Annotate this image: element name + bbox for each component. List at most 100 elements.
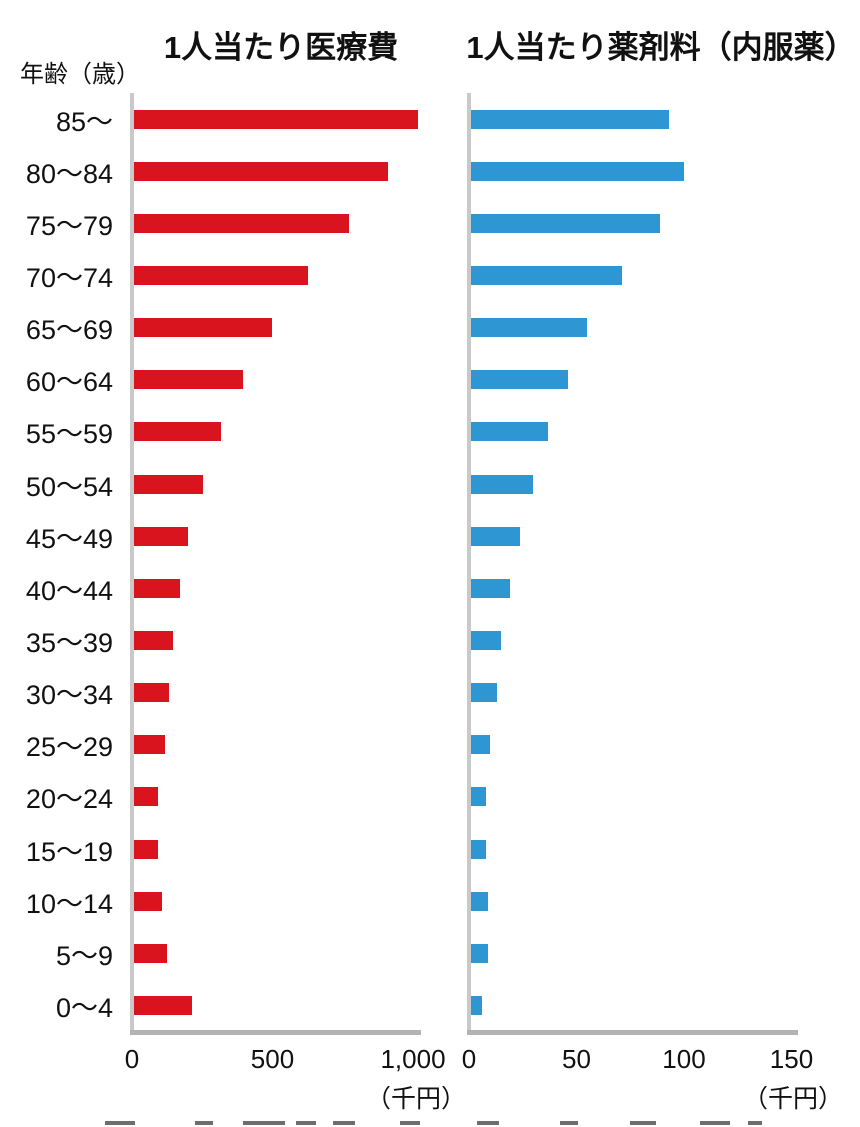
bar-row: [134, 927, 434, 979]
medical-bar: [134, 683, 170, 703]
medical-bar: [134, 422, 222, 442]
x-tick-label: 1,000: [380, 1044, 446, 1074]
medical-bar: [134, 578, 180, 598]
category-label: 0〜4: [55, 992, 113, 1023]
medical-bar: [134, 370, 244, 390]
drug-bar: [471, 213, 661, 233]
drug-bar: [471, 943, 489, 963]
bar-row: [471, 249, 811, 301]
category-label: 55〜59: [25, 419, 113, 450]
bar-row: [134, 823, 434, 875]
bar-row: [134, 458, 434, 510]
medical-bar: [134, 735, 165, 755]
bar-row: [134, 771, 434, 823]
bar-row: [134, 719, 434, 771]
category-label: 15〜19: [25, 836, 113, 867]
drug-bar: [471, 735, 491, 755]
drug-bar: [471, 422, 549, 442]
medical-expense-bars: [134, 93, 434, 1033]
x-tick-label: 0: [461, 1044, 477, 1074]
bar-row: [471, 979, 811, 1031]
x-tick-label: 500: [250, 1044, 295, 1074]
bar-row: [471, 510, 811, 562]
bar-row: [134, 562, 434, 614]
x-tick-label: 0: [124, 1044, 140, 1074]
bar-row: [471, 302, 811, 354]
medical-bar: [134, 839, 159, 859]
drug-bar: [471, 474, 534, 494]
category-label: 10〜14: [25, 888, 113, 919]
medical-bar: [134, 995, 192, 1015]
bar-row: [134, 875, 434, 927]
medical-bar: [134, 787, 158, 807]
bar-row: [134, 302, 434, 354]
bar-row: [471, 354, 811, 406]
drug-bar: [471, 370, 568, 390]
bar-row: [471, 562, 811, 614]
left-axis-unit-label: （千円）: [365, 1085, 467, 1113]
category-label: 50〜54: [25, 471, 113, 502]
category-label: 40〜44: [25, 575, 113, 606]
category-label: 80〜84: [25, 158, 113, 189]
category-label: 25〜29: [25, 732, 113, 763]
category-label: 70〜74: [25, 262, 113, 293]
drug-bar: [471, 995, 482, 1015]
bar-row: [471, 406, 811, 458]
bar-row: [471, 458, 811, 510]
medical-bar: [134, 109, 418, 129]
category-label: 35〜39: [25, 627, 113, 658]
category-label: 20〜24: [25, 784, 113, 815]
bar-row: [134, 197, 434, 249]
drug-cost-bars: [471, 93, 811, 1033]
right-chart-x-axis-line: [467, 1030, 798, 1035]
category-label: 60〜64: [25, 367, 113, 398]
medical-bar: [134, 161, 389, 181]
bar-row: [471, 719, 811, 771]
medical-bar: [134, 943, 168, 963]
y-axis-label: 年齢（歳）: [20, 61, 140, 88]
x-tick-label: 100: [662, 1044, 706, 1074]
bar-row: [134, 145, 434, 197]
bar-row: [134, 667, 434, 719]
bar-row: [471, 667, 811, 719]
drug-bar: [471, 578, 510, 598]
bar-row: [134, 354, 434, 406]
medical-bar: [134, 474, 204, 494]
bar-row: [471, 823, 811, 875]
left-chart-y-axis-line: [130, 93, 134, 1033]
bar-row: [134, 614, 434, 666]
drug-bar: [471, 891, 489, 911]
medical-bar: [134, 318, 272, 338]
category-label: 5〜9: [55, 940, 113, 971]
drug-bar: [471, 318, 588, 338]
drug-bar: [471, 109, 669, 129]
bar-row: [471, 771, 811, 823]
bar-row: [134, 510, 434, 562]
medical-bar: [134, 213, 349, 233]
right-chart-y-axis-line: [467, 93, 471, 1033]
category-label: 65〜69: [25, 315, 113, 346]
drug-bar: [471, 526, 521, 546]
bar-row: [134, 979, 434, 1031]
medical-bar: [134, 630, 174, 650]
category-label: 85〜: [55, 106, 113, 137]
category-label: 45〜49: [25, 523, 113, 554]
drug-bar: [471, 265, 622, 285]
category-label: 30〜34: [25, 680, 113, 711]
bar-row: [471, 145, 811, 197]
bar-row: [471, 93, 811, 145]
left-chart-title: 1人当たり医療費: [163, 30, 399, 65]
drug-bar: [471, 161, 684, 181]
drug-bar: [471, 839, 487, 859]
left-chart-x-axis-line: [130, 1030, 421, 1035]
category-labels-column: 85〜 80〜84 75〜79 70〜74 65〜69 60〜64 55〜59 50〜54 45…: [0, 93, 113, 1033]
medical-bar: [134, 891, 163, 911]
right-axis-unit-label: （千円）: [742, 1085, 844, 1113]
drug-bar: [471, 683, 497, 703]
bar-row: [471, 614, 811, 666]
medical-bar: [134, 526, 189, 546]
drug-bar: [471, 787, 487, 807]
x-tick-label: 50: [562, 1044, 591, 1074]
bar-row: [471, 927, 811, 979]
